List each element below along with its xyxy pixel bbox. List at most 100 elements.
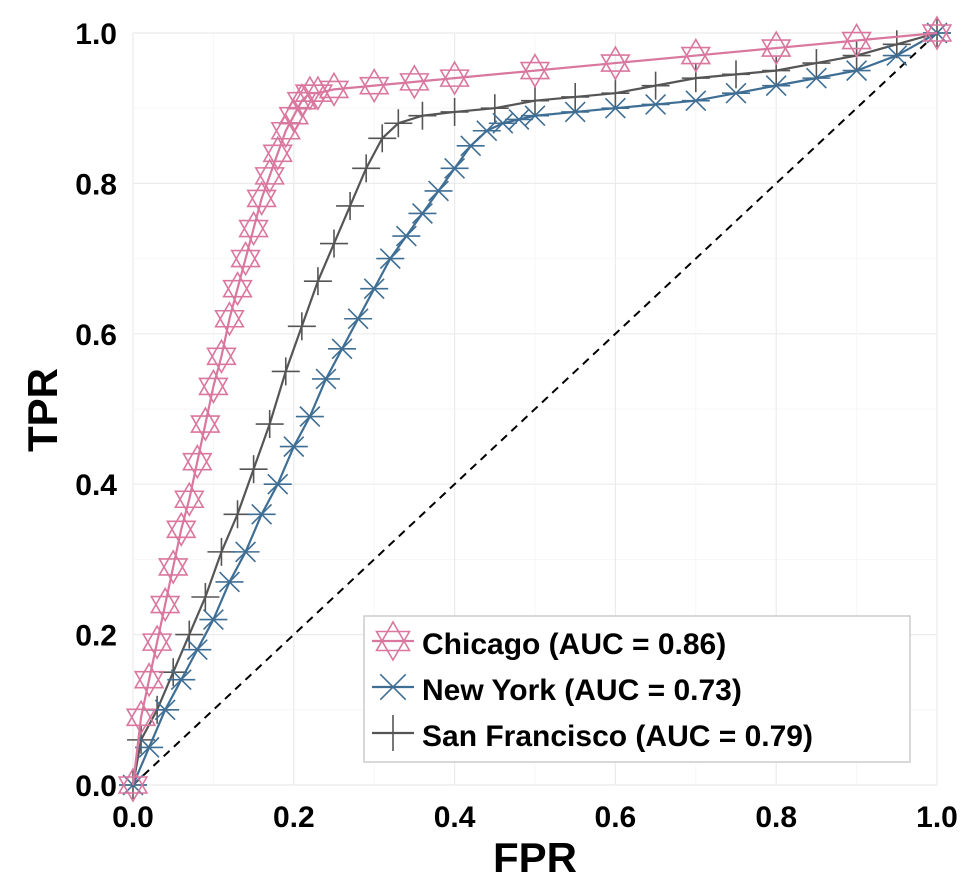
marker-asterisk-d2 <box>267 473 289 495</box>
series-line <box>131 32 938 786</box>
y-axis-title: TPR <box>19 368 66 452</box>
marker-asterisk-d2 <box>428 180 449 202</box>
marker-asterisk-d2 <box>138 736 160 758</box>
marker-hexagram-up <box>238 210 269 238</box>
marker-hexagram-down <box>230 249 261 277</box>
marker-hexagram-up <box>278 98 310 125</box>
data-point <box>882 45 911 67</box>
data-point <box>480 94 509 123</box>
data-point <box>199 609 228 631</box>
data-point <box>762 75 791 97</box>
data-point <box>601 79 630 108</box>
legend-label-chicago: Chicago (AUC = 0.86) <box>422 628 726 661</box>
data-point <box>270 113 302 149</box>
marker-hexagram-down <box>921 24 953 51</box>
data-point <box>247 503 276 525</box>
marker-hexagram-down <box>439 69 470 96</box>
marker-asterisk-d2 <box>331 338 353 360</box>
marker-asterisk-d2 <box>315 368 337 390</box>
marker-hexagram-down <box>222 279 253 307</box>
marker-hexagram-up <box>680 37 712 65</box>
marker-hexagram-up <box>125 699 157 727</box>
marker-asterisk-d2 <box>725 82 747 104</box>
marker-hexagram-down <box>246 189 277 217</box>
legend-key-1 <box>372 673 414 701</box>
series-2 <box>119 19 951 799</box>
data-point <box>320 229 348 258</box>
data-point <box>157 549 189 585</box>
data-point <box>174 481 205 517</box>
y-tick-label: 0.2 <box>75 620 117 653</box>
data-point <box>191 583 220 611</box>
marker-hexagram-up <box>214 301 245 328</box>
data-point <box>376 248 405 270</box>
marker-hexagram-up <box>270 113 302 140</box>
legend-key-2 <box>372 715 414 751</box>
marker-asterisk-d2 <box>524 105 546 127</box>
marker-hexagram-up <box>286 83 318 110</box>
diagonal-line <box>132 32 938 786</box>
marker-hexagram-up <box>375 620 411 652</box>
marker-hexagram-down <box>841 31 872 59</box>
data-point <box>488 112 517 134</box>
marker-asterisk-d2 <box>645 93 667 115</box>
marker-hexagram-up <box>174 481 205 509</box>
marker-asterisk-d2 <box>202 609 224 631</box>
data-point <box>882 30 911 59</box>
marker-hexagram-up <box>165 511 197 539</box>
data-point <box>318 71 350 108</box>
legend: Chicago (AUC = 0.86) New York (AUC = 0.7… <box>363 615 911 763</box>
marker-hexagram-down <box>198 377 229 405</box>
marker-hexagram-up <box>149 586 181 614</box>
marker-asterisk-d2 <box>299 406 321 427</box>
legend-box <box>363 615 911 763</box>
series-line <box>131 31 938 786</box>
data-point <box>279 436 308 458</box>
data-point <box>681 64 710 93</box>
marker-hexagram-up <box>206 338 237 366</box>
legend-label-new-york: New York (AUC = 0.73) <box>422 674 742 707</box>
x-axis-title: FPR <box>493 834 577 881</box>
x-tick-label: 0.6 <box>595 801 637 834</box>
marker-hexagram-down <box>600 54 631 81</box>
marker-hexagram-down <box>254 167 285 194</box>
marker-asterisk-d2 <box>379 673 407 701</box>
data-point <box>921 15 953 51</box>
data-point <box>408 101 437 130</box>
y-tick-label: 0.0 <box>75 770 117 803</box>
marker-hexagram-up <box>141 624 173 651</box>
data-point <box>198 368 229 405</box>
marker-asterisk-d2 <box>219 571 240 593</box>
data-point <box>439 60 470 96</box>
marker-hexagram-up <box>358 68 390 95</box>
data-point <box>223 500 252 529</box>
marker-asterisk-d2 <box>235 541 257 563</box>
marker-asterisk-d2 <box>444 157 466 179</box>
marker-hexagram-up <box>198 368 229 396</box>
data-point <box>183 639 212 661</box>
data-point <box>182 444 213 480</box>
data-point <box>384 109 413 138</box>
marker-hexagram-up <box>190 406 221 433</box>
x-tick-label: 0.2 <box>273 801 315 834</box>
marker-hexagram-down <box>375 630 411 662</box>
data-point <box>271 357 300 386</box>
marker-asterisk-d2 <box>765 75 787 97</box>
data-point <box>190 406 221 442</box>
data-point <box>440 157 469 179</box>
data-point <box>561 82 590 111</box>
marker-hexagram-down <box>519 61 551 89</box>
marker-hexagram-up <box>182 444 213 471</box>
data-point <box>287 312 316 341</box>
marker-hexagram-down <box>214 309 245 337</box>
series-0 <box>117 15 953 803</box>
data-point <box>278 98 310 134</box>
data-point <box>238 210 269 247</box>
marker-hexagram-up <box>254 158 285 185</box>
marker-hexagram-down <box>141 633 173 660</box>
series-layer <box>117 15 953 803</box>
marker-asterisk-d2 <box>564 101 586 123</box>
marker-hexagram-down <box>238 219 269 247</box>
data-point <box>215 571 244 593</box>
